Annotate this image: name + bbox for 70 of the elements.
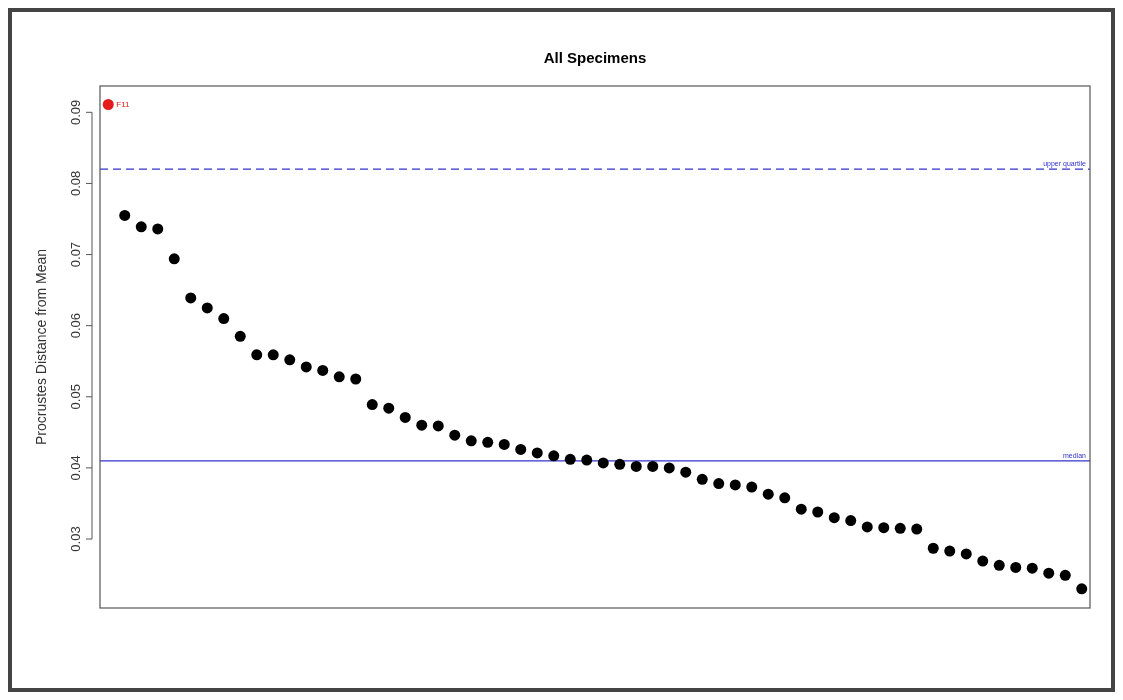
point	[135, 221, 147, 233]
point	[894, 522, 906, 534]
point	[647, 460, 659, 472]
point	[762, 488, 774, 500]
point	[185, 292, 197, 304]
point	[1059, 569, 1071, 581]
point	[465, 435, 477, 447]
point	[779, 492, 791, 504]
y-tick-label: 0.09	[68, 99, 83, 125]
point	[218, 313, 230, 325]
point	[614, 458, 626, 470]
point	[515, 443, 527, 455]
data-label: F11	[116, 100, 130, 110]
point	[317, 364, 329, 376]
point	[977, 555, 989, 567]
point	[581, 454, 593, 466]
point	[449, 429, 461, 441]
point	[284, 354, 296, 366]
point	[416, 419, 428, 431]
point	[993, 559, 1005, 571]
point	[366, 399, 378, 411]
y-tick-label: 0.06	[68, 313, 83, 339]
point	[152, 223, 164, 235]
point	[845, 515, 857, 527]
point	[630, 460, 642, 472]
point	[119, 209, 131, 221]
point	[498, 438, 510, 450]
point	[861, 521, 873, 533]
chart-title: All Specimens	[543, 49, 647, 66]
point	[234, 330, 246, 342]
point	[696, 473, 708, 485]
y-tick-label: 0.04	[68, 455, 83, 481]
point	[927, 542, 939, 554]
y-tick-label: 0.08	[68, 170, 83, 197]
point	[1010, 561, 1022, 573]
point	[383, 402, 395, 414]
point	[944, 545, 956, 557]
point	[1026, 562, 1038, 574]
point	[795, 503, 807, 515]
y-tick-label: 0.03	[68, 526, 83, 552]
point	[1043, 567, 1055, 579]
y-tick-label: 0.05	[68, 384, 83, 410]
point	[878, 522, 890, 534]
point	[911, 523, 923, 535]
point	[350, 373, 362, 385]
point	[432, 420, 444, 432]
point	[482, 436, 494, 448]
point	[399, 411, 411, 423]
point	[729, 479, 741, 491]
point	[201, 302, 213, 314]
point	[746, 481, 758, 493]
point	[828, 512, 840, 524]
y-tick-label: 0.07	[68, 241, 83, 268]
point	[531, 447, 543, 459]
point	[548, 450, 560, 462]
point	[1076, 583, 1088, 595]
point	[960, 548, 972, 560]
point	[333, 371, 345, 383]
point	[102, 98, 114, 110]
point	[267, 349, 279, 361]
point	[713, 478, 725, 490]
point	[597, 457, 609, 469]
point	[812, 506, 824, 518]
point	[564, 453, 576, 465]
point	[168, 253, 180, 265]
point	[680, 466, 692, 478]
point	[300, 361, 312, 373]
point	[663, 462, 675, 474]
y-axis-title: Procrustes Distance from Mean	[33, 248, 49, 446]
point	[251, 349, 263, 361]
